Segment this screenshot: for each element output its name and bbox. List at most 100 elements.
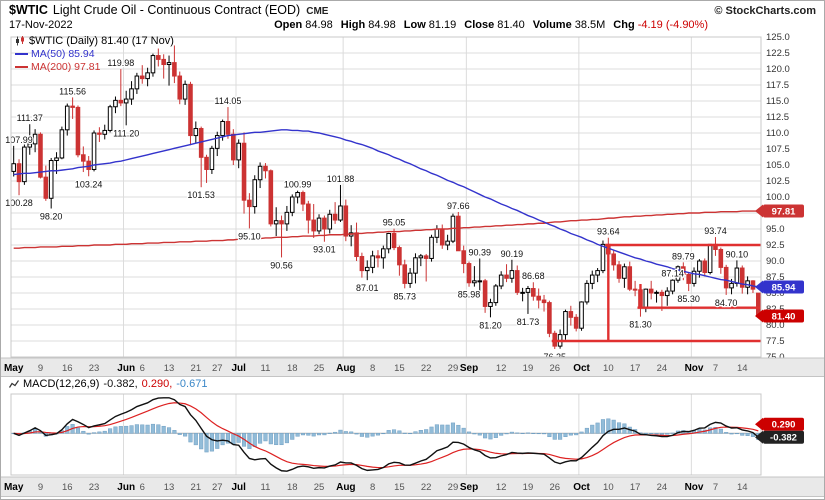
svg-text:7: 7 — [713, 482, 718, 493]
svg-text:16: 16 — [62, 363, 73, 374]
macd-axis-badges: 0.290 -0.382 — [755, 417, 804, 444]
svg-text:6: 6 — [140, 363, 145, 374]
svg-text:105.0: 105.0 — [766, 160, 790, 171]
svg-text:107.5: 107.5 — [766, 144, 790, 155]
svg-text:100.0: 100.0 — [766, 192, 790, 203]
svg-text:May: May — [4, 363, 24, 374]
svg-text:13: 13 — [164, 482, 175, 493]
macd-legend: MACD(12,26,9) -0.382, 0.290, -0.671 — [1, 377, 824, 391]
low-value: 81.19 — [428, 19, 457, 31]
svg-text:9: 9 — [38, 482, 43, 493]
instrument-name: Light Crude Oil - Continuous Contract (E… — [52, 3, 301, 17]
svg-text:95.0: 95.0 — [766, 224, 785, 235]
svg-text:13: 13 — [164, 363, 175, 374]
svg-text:101.53: 101.53 — [187, 190, 215, 200]
price-chart-panel: 75.077.580.082.585.087.590.092.595.097.5… — [1, 31, 824, 377]
svg-text:19: 19 — [523, 363, 534, 374]
volume-value: 38.5M — [574, 19, 606, 31]
svg-text:112.5: 112.5 — [766, 112, 789, 123]
svg-text:18: 18 — [287, 482, 298, 493]
macd-value: -0.382, — [103, 378, 138, 390]
ma200-legend-row: MA(200) 97.81 — [15, 60, 174, 73]
signal-line — [13, 402, 759, 469]
svg-text:90.19: 90.19 — [501, 249, 524, 259]
svg-text:114.05: 114.05 — [215, 96, 242, 106]
svg-text:90.56: 90.56 — [270, 260, 293, 270]
ma200-line — [13, 210, 759, 249]
svg-text:26: 26 — [549, 363, 560, 374]
svg-text:16: 16 — [62, 482, 73, 493]
svg-text:90.39: 90.39 — [468, 248, 491, 258]
svg-text:12: 12 — [496, 482, 507, 493]
svg-text:81.40: 81.40 — [772, 312, 796, 323]
y-axis-labels: 75.077.580.082.585.087.590.092.595.097.5… — [766, 32, 790, 363]
svg-text:92.5: 92.5 — [766, 240, 785, 251]
svg-text:87.01: 87.01 — [356, 283, 379, 293]
svg-text:93.64: 93.64 — [597, 227, 620, 237]
close-label: Close — [464, 19, 495, 31]
macd-hist-value: -0.671 — [176, 378, 208, 390]
high-label: High — [340, 19, 366, 31]
svg-text:90.10: 90.10 — [726, 249, 749, 259]
svg-text:95.10: 95.10 — [238, 231, 261, 241]
svg-text:Aug: Aug — [336, 363, 355, 374]
svg-text:117.5: 117.5 — [766, 80, 789, 91]
svg-text:90.0: 90.0 — [766, 256, 785, 267]
open-value: 84.98 — [305, 19, 333, 31]
grid — [10, 36, 761, 358]
svg-text:100.99: 100.99 — [284, 180, 312, 190]
svg-text:84.70: 84.70 — [715, 298, 738, 308]
ohlc-quote-strip: Open 84.98 High 84.98 Low 81.19 Close 81… — [266, 19, 708, 31]
svg-text:81.73: 81.73 — [517, 317, 540, 327]
ma50-line — [13, 129, 759, 288]
svg-text:97.66: 97.66 — [447, 201, 470, 211]
annotation-lines — [551, 243, 761, 343]
svg-text:12: 12 — [496, 363, 507, 374]
svg-text:115.0: 115.0 — [766, 96, 789, 107]
svg-text:119.98: 119.98 — [107, 58, 134, 68]
svg-text:8: 8 — [370, 363, 375, 374]
svg-text:87.14: 87.14 — [661, 268, 684, 278]
svg-text:122.5: 122.5 — [766, 48, 790, 59]
chart-header: $WTIC Light Crude Oil - Continuous Contr… — [1, 1, 824, 31]
svg-text:85.94: 85.94 — [772, 282, 796, 293]
svg-text:95.05: 95.05 — [383, 218, 406, 228]
svg-text:Aug: Aug — [336, 482, 355, 493]
svg-text:85.0: 85.0 — [766, 288, 785, 299]
svg-text:Jul: Jul — [231, 363, 246, 374]
price-axis-badges: 97.81 85.94 81.40 — [755, 204, 804, 323]
svg-text:93.01: 93.01 — [313, 245, 336, 255]
svg-text:27: 27 — [212, 482, 223, 493]
x-axis-strip — [1, 358, 824, 377]
svg-text:18: 18 — [287, 363, 298, 374]
svg-text:81.20: 81.20 — [479, 320, 502, 330]
svg-text:110.0: 110.0 — [766, 128, 789, 139]
svg-text:86.68: 86.68 — [522, 271, 545, 281]
svg-text:23: 23 — [89, 363, 100, 374]
series-legend-row: $WTIC (Daily) 81.40 (17 Nov) — [15, 34, 174, 47]
svg-text:115.56: 115.56 — [59, 86, 86, 96]
svg-text:24: 24 — [657, 363, 668, 374]
ma50-line-sample — [15, 52, 28, 55]
svg-text:Jun: Jun — [117, 363, 135, 374]
svg-text:80.0: 80.0 — [766, 320, 785, 331]
svg-text:89.79: 89.79 — [672, 251, 695, 261]
svg-text:85.30: 85.30 — [677, 294, 700, 304]
svg-text:120.0: 120.0 — [766, 64, 790, 75]
x-axis-labels: May 9 16 23 Jun 6 13 21 27 Jul 11 18 25 Aug 8 15 22 29 Sep… — [4, 363, 748, 374]
svg-text:23: 23 — [89, 482, 100, 493]
svg-text:8: 8 — [370, 482, 375, 493]
svg-text:7: 7 — [713, 363, 718, 374]
svg-text:85.73: 85.73 — [393, 291, 416, 301]
candlestick-icon — [15, 35, 25, 46]
svg-text:Nov: Nov — [685, 363, 704, 374]
high-value: 84.98 — [368, 19, 396, 31]
svg-text:Oct: Oct — [573, 482, 590, 493]
svg-text:0.290: 0.290 — [772, 420, 796, 431]
svg-text:27: 27 — [212, 363, 223, 374]
svg-text:9: 9 — [38, 363, 43, 374]
macd-line — [13, 397, 759, 472]
svg-text:125.0: 125.0 — [766, 32, 790, 43]
svg-text:24: 24 — [657, 482, 668, 493]
svg-text:22: 22 — [421, 482, 432, 493]
